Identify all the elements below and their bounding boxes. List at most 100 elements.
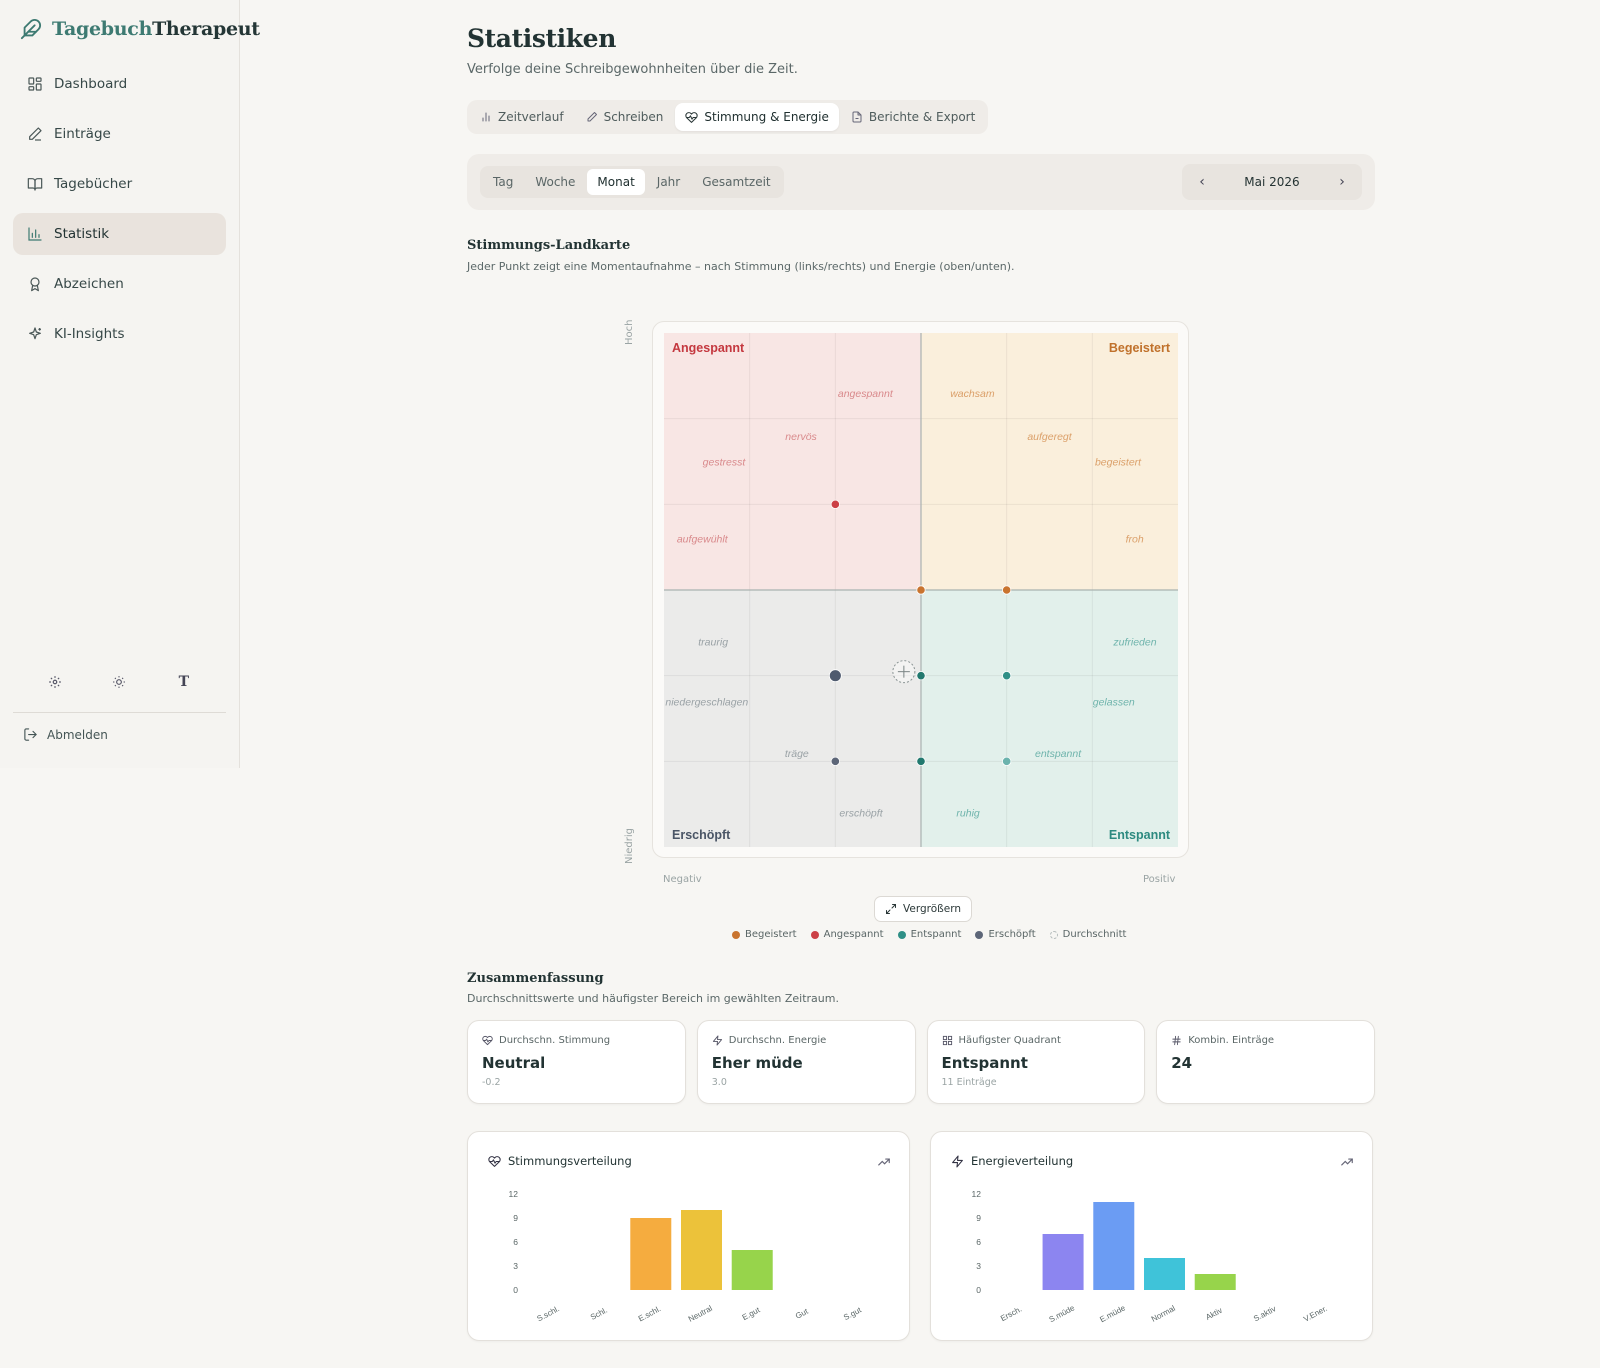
next-period-button[interactable]: › xyxy=(1339,174,1345,190)
data-point[interactable] xyxy=(916,756,926,766)
bar[interactable] xyxy=(1093,1202,1135,1290)
quadrant-angespannt xyxy=(664,333,921,590)
file-icon xyxy=(852,111,862,123)
card-label-text: Durchschn. Stimmung xyxy=(499,1035,611,1046)
emotion-label: aufgeregt xyxy=(1027,431,1072,443)
brand-logo[interactable]: TagebuchTherapeut xyxy=(20,18,260,40)
range-all-time[interactable]: Gesamtzeit xyxy=(702,175,771,189)
page-title: Statistiken xyxy=(467,24,616,53)
data-point[interactable] xyxy=(1002,671,1012,681)
range-year[interactable]: Jahr xyxy=(656,175,681,189)
card-label-text: Durchschn. Energie xyxy=(728,1035,827,1046)
x-tick-label: Neutral xyxy=(687,1304,714,1324)
x-tick-label: E.gut xyxy=(741,1305,762,1322)
data-point[interactable] xyxy=(830,499,840,509)
bar[interactable] xyxy=(1144,1258,1185,1290)
period-label: Mai 2026 xyxy=(1244,175,1300,189)
font-settings-button[interactable]: T xyxy=(178,674,190,690)
tab-timeline[interactable]: Zeitverlauf xyxy=(470,103,574,131)
average-marker[interactable] xyxy=(892,660,916,684)
data-point[interactable] xyxy=(1002,756,1012,766)
trend-button[interactable] xyxy=(1340,1154,1354,1173)
quadrant-title-entspannt: Entspannt xyxy=(1109,828,1171,842)
enlarge-label: Vergrößern xyxy=(903,903,961,915)
bar[interactable] xyxy=(1194,1274,1236,1290)
summary-card-energy: Durchschn. Energie Eher müde 3.0 xyxy=(696,1020,916,1104)
axis-label-low: Niedrig xyxy=(624,828,635,864)
card-note: 3.0 xyxy=(711,1077,727,1088)
sidebar-item-journals[interactable]: Tagebücher xyxy=(13,163,226,205)
legend-swatch xyxy=(732,930,740,939)
sidebar-item-badges[interactable]: Abzeichen xyxy=(13,263,226,305)
sidebar-item-ai-insights[interactable]: KI-Insights xyxy=(13,313,226,355)
axis-label-high: Hoch xyxy=(624,319,635,345)
energy-distribution-card: Energieverteilung 0 3 6 9 12 Ersch. S.müde E.mü… xyxy=(930,1131,1373,1341)
award-icon xyxy=(30,277,40,292)
emotion-label: träge xyxy=(785,748,809,760)
range-day[interactable]: Tag xyxy=(493,175,514,189)
bar[interactable] xyxy=(630,1218,672,1290)
range-month[interactable]: Monat xyxy=(587,169,645,195)
bar[interactable] xyxy=(731,1250,773,1290)
bar[interactable] xyxy=(681,1210,722,1290)
tab-reports-export[interactable]: Berichte & Export xyxy=(841,103,985,131)
card-label-text: Häufigster Quadrant xyxy=(958,1035,1061,1046)
data-point[interactable] xyxy=(916,585,926,595)
tab-mood-energy[interactable]: Stimmung & Energie xyxy=(675,103,839,131)
sidebar-item-entries[interactable]: Einträge xyxy=(13,113,226,155)
legend-item: Erschöpft xyxy=(975,929,1036,940)
data-point[interactable] xyxy=(828,669,842,683)
data-point[interactable] xyxy=(1002,585,1012,595)
feather-icon xyxy=(20,19,41,40)
x-tick-label: V.Ener. xyxy=(1302,1304,1329,1324)
data-point[interactable] xyxy=(916,671,926,681)
x-tick-label: Schl. xyxy=(589,1306,609,1322)
legend-swatch xyxy=(1049,930,1058,939)
mood-distribution-chart: 0 3 6 9 12 S.schl. Schl. E.schl. Neutral E.gut Gut… xyxy=(509,1189,864,1324)
tab-writing[interactable]: Schreiben xyxy=(576,103,674,131)
range-selector: Tag Woche Monat Jahr Gesamtzeit xyxy=(480,166,784,198)
card-label: Kombin. Einträge xyxy=(1171,1035,1360,1046)
tab-label: Schreiben xyxy=(603,110,664,124)
x-tick-label: E.müde xyxy=(1098,1303,1127,1324)
emotion-label: aufgewühlt xyxy=(677,534,729,546)
heart-pulse-icon xyxy=(488,1155,501,1167)
sidebar-item-label: Statistik xyxy=(54,226,110,242)
logout-button[interactable]: Abmelden xyxy=(23,727,108,742)
summary-card-entries: Kombin. Einträge 24 xyxy=(1156,1020,1375,1104)
mood-map-subtitle: Jeder Punkt zeigt eine Momentaufnahme – … xyxy=(467,260,1015,273)
book-icon xyxy=(27,178,43,191)
chart-title: Stimmungsverteilung xyxy=(508,1154,632,1168)
sidebar-item-statistics[interactable]: Statistik xyxy=(13,213,226,255)
time-filter-bar: Tag Woche Monat Jahr Gesamtzeit ‹ Mai 20… xyxy=(467,154,1375,210)
legend-item: Entspannt xyxy=(897,929,961,940)
card-value: Entspannt xyxy=(941,1054,1028,1072)
y-tick-label: 12 xyxy=(972,1189,982,1199)
emotion-label: begeistert xyxy=(1095,457,1142,469)
legend-label: Durchschnitt xyxy=(1062,929,1127,940)
sidebar-item-label: KI-Insights xyxy=(54,326,125,342)
card-note: -0.2 xyxy=(482,1077,501,1088)
range-week[interactable]: Woche xyxy=(535,175,576,189)
mood-distribution-card: Stimmungsverteilung 0 3 6 9 12 S.schl. Schl. E.… xyxy=(467,1131,910,1341)
enlarge-button[interactable]: Vergrößern xyxy=(874,896,972,922)
trend-button[interactable] xyxy=(877,1154,891,1173)
sidebar-item-label: Einträge xyxy=(54,126,111,142)
card-value: Eher müde xyxy=(711,1054,803,1072)
period-navigator: ‹ Mai 2026 › xyxy=(1182,164,1362,200)
mood-map-chart[interactable]: Angespannt Begeistert Erschöpft Entspannt an… xyxy=(652,321,1189,858)
theme-toggle-button[interactable] xyxy=(107,670,131,694)
emotion-label: angespannt xyxy=(838,388,894,400)
sidebar: TagebuchTherapeut Dashboard Einträge Tag… xyxy=(0,0,260,768)
sidebar-item-dashboard[interactable]: Dashboard xyxy=(13,63,226,105)
settings-button[interactable] xyxy=(43,670,67,694)
quadrant-erschoepft xyxy=(664,590,921,847)
x-tick-label: E.schl. xyxy=(637,1304,662,1323)
data-point[interactable] xyxy=(830,756,840,766)
chart-header: Energieverteilung xyxy=(951,1154,1073,1168)
trending-up-icon xyxy=(878,1158,890,1166)
statistics-tabs: Zeitverlauf Schreiben Stimmung & Energie… xyxy=(467,100,989,134)
previous-period-button[interactable]: ‹ xyxy=(1199,174,1205,190)
x-tick-label: S.schl. xyxy=(535,1304,560,1323)
bar[interactable] xyxy=(1042,1234,1084,1290)
